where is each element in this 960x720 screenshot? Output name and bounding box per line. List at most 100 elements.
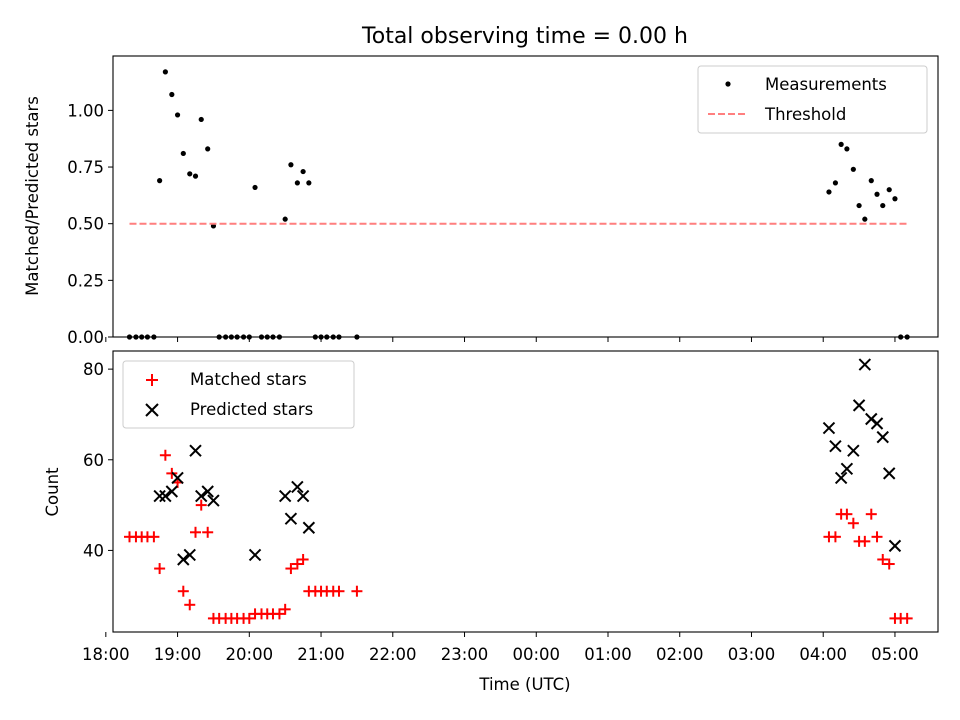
predicted-stars-point (883, 467, 896, 480)
y-tick-label: 40 (83, 541, 104, 560)
measurement-point (264, 334, 270, 340)
bottom-legend-box (122, 360, 355, 429)
chart-title: Total observing time = 0.00 h (361, 24, 688, 49)
predicted-stars-point (834, 471, 848, 485)
predicted-stars-point (302, 521, 316, 534)
y-tick-label: 0.50 (67, 215, 104, 234)
predicted-stars-point (284, 512, 298, 525)
top-axes: Total observing time = 0.00 h Matched/Pr… (23, 24, 939, 347)
measurement-point (246, 334, 252, 340)
predicted-stars-point (189, 444, 202, 457)
measurement-point (300, 168, 306, 175)
predicted-stars-point (291, 480, 304, 494)
matched-stars-point (148, 531, 160, 543)
matched-stars-point (184, 599, 196, 611)
matched-stars-point (847, 517, 859, 529)
predicted-stars-point (888, 539, 902, 553)
predicted-stars-point (822, 421, 836, 435)
measurement-point (270, 334, 276, 340)
bottom-x-ticks: 18:00 19:00 20:00 21:00 22:00 23:00 00:00 01:00… (82, 632, 919, 664)
measurement-point (874, 191, 880, 197)
predicted-stars-point (183, 548, 196, 562)
predicted-stars-point (248, 548, 262, 562)
y-tick-label: 1.00 (67, 101, 104, 120)
predicted-stars-point (177, 553, 190, 566)
predicted-stars-point (852, 399, 866, 412)
measurement-point (880, 202, 886, 209)
x-tick-label: 22:00 (369, 645, 417, 664)
measurement-point (216, 334, 222, 340)
measurement-point (174, 112, 181, 118)
predicted-stars-point (840, 462, 854, 476)
x-tick-label: 02:00 (656, 645, 704, 664)
legend-predicted-label: Predicted stars (190, 400, 313, 419)
legend-measurements-marker (725, 81, 731, 87)
matched-stars-point (859, 535, 871, 547)
predicted-stars-point (278, 489, 292, 503)
predicted-stars-point (159, 489, 172, 503)
matched-stars-point (195, 499, 207, 511)
measurement-point (826, 189, 832, 195)
measurement-point (162, 69, 168, 75)
measurement-point (892, 196, 898, 202)
matched-stars-point (877, 553, 889, 565)
x-tick-label: 05:00 (871, 645, 919, 664)
y-tick-label: 60 (83, 451, 104, 470)
measurement-point (192, 173, 199, 179)
measurement-point (126, 334, 133, 340)
x-tick-label: 20:00 (226, 645, 274, 664)
matched-stars-point (871, 531, 883, 543)
measurement-point (336, 334, 342, 340)
legend-matched-marker (146, 374, 158, 386)
measurement-point (240, 334, 247, 340)
bottom-y-ticks: 40 60 80 (83, 360, 113, 560)
y-tick-label: 0.75 (67, 158, 104, 177)
matched-stars-point (291, 558, 303, 570)
matched-stars-point (273, 608, 285, 620)
predicted-stars-point (847, 444, 860, 457)
matched-stars-point (841, 508, 853, 520)
measurement-point (856, 202, 862, 209)
measurement-point (330, 334, 336, 340)
matched-stars-point (351, 585, 363, 597)
predicted-stars-point (165, 485, 179, 498)
predicted-stars-point (201, 485, 214, 498)
predicted-stars-point (858, 358, 872, 371)
measurement-point (133, 334, 139, 340)
top-plot-area (126, 69, 910, 340)
x-tick-label: 18:00 (82, 645, 130, 664)
measurement-point (205, 146, 211, 152)
matched-stars-point (279, 603, 291, 615)
matched-stars-point (159, 449, 171, 461)
matched-stars-point (190, 526, 201, 538)
measurement-point (306, 180, 312, 186)
matched-stars-point (901, 612, 913, 624)
legend-matched-label: Matched stars (190, 370, 307, 389)
y-tick-label: 80 (83, 360, 104, 379)
predicted-stars-point (153, 489, 166, 503)
measurement-point (187, 171, 193, 177)
x-tick-label: 21:00 (297, 645, 345, 664)
x-axis-label: Time (UTC) (478, 675, 570, 694)
top-axes-frame (112, 55, 939, 338)
legend-threshold-label: Threshold (764, 105, 846, 124)
measurement-point (258, 334, 265, 340)
measurement-point (850, 166, 856, 172)
bottom-legend: Matched stars Predicted stars (122, 360, 355, 429)
bottom-axes: Count Time (UTC) 40 60 80 18:00 19:00 20:00 2… (43, 350, 939, 694)
matched-stars-point (202, 526, 214, 538)
measurement-point (169, 91, 175, 98)
matched-stars-point (865, 508, 877, 520)
measurement-point (288, 162, 294, 168)
matched-stars-point (297, 553, 309, 565)
measurement-point (180, 150, 186, 157)
top-legend-box (697, 65, 928, 134)
measurement-point (252, 184, 258, 191)
top-y-axis-label: Matched/Predicted stars (23, 96, 42, 296)
measurement-point (276, 334, 283, 340)
measurement-point (282, 216, 288, 222)
bottom-plot-area (124, 358, 913, 624)
measurement-point (904, 334, 910, 340)
measurement-point (312, 334, 318, 340)
